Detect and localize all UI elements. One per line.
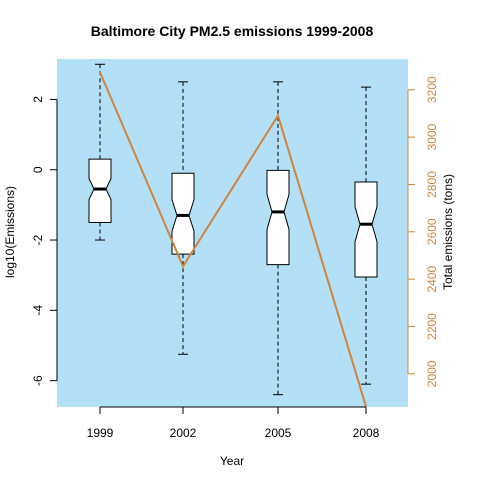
y-right-tick-label: 3000	[425, 123, 439, 150]
y-right-tick-label: 3200	[425, 76, 439, 103]
boxplots	[88, 63, 378, 396]
y-right-tick-label: 2800	[425, 171, 439, 198]
boxplot-2005	[266, 81, 290, 396]
y-axis-left: -6 -4 -2 0 2	[31, 96, 58, 386]
y-tick-label: 2	[31, 96, 45, 103]
y-right-tick-label: 2600	[425, 218, 439, 245]
plot-panel	[57, 59, 408, 407]
y-tick-label: 0	[31, 166, 45, 173]
y-right-tick-label: 2200	[425, 313, 439, 340]
boxplot-2008	[354, 86, 378, 385]
x-axis-label: Year	[220, 454, 244, 468]
y-tick-label: -6	[31, 375, 45, 386]
total-emissions-line	[99, 71, 367, 407]
y-axis-label: log10(Emissions)	[3, 186, 17, 278]
box-body	[266, 169, 290, 266]
y-axis-right-label: Total emissions (tons)	[441, 174, 455, 290]
boxplot-2002	[171, 81, 195, 355]
boxplot-1999	[88, 63, 112, 241]
y-tick-label: -4	[31, 305, 45, 316]
x-tick-label: 1999	[87, 426, 114, 440]
y-right-tick-label: 2400	[425, 265, 439, 292]
x-axis: 1999 2002 2005 2008	[87, 406, 380, 440]
box-body	[354, 181, 378, 278]
box-body	[171, 172, 195, 255]
x-tick-label: 2002	[170, 426, 197, 440]
y-tick-label: -2	[31, 234, 45, 245]
x-tick-label: 2005	[265, 426, 292, 440]
x-tick-label: 2008	[353, 426, 380, 440]
chart-title: Baltimore City PM2.5 emissions 1999-2008	[91, 23, 374, 39]
y-axis-right: 2000 2200 2400 2600 2800 3000 3200	[407, 76, 439, 387]
box-body	[88, 158, 112, 223]
y-right-tick-label: 2000	[425, 360, 439, 387]
